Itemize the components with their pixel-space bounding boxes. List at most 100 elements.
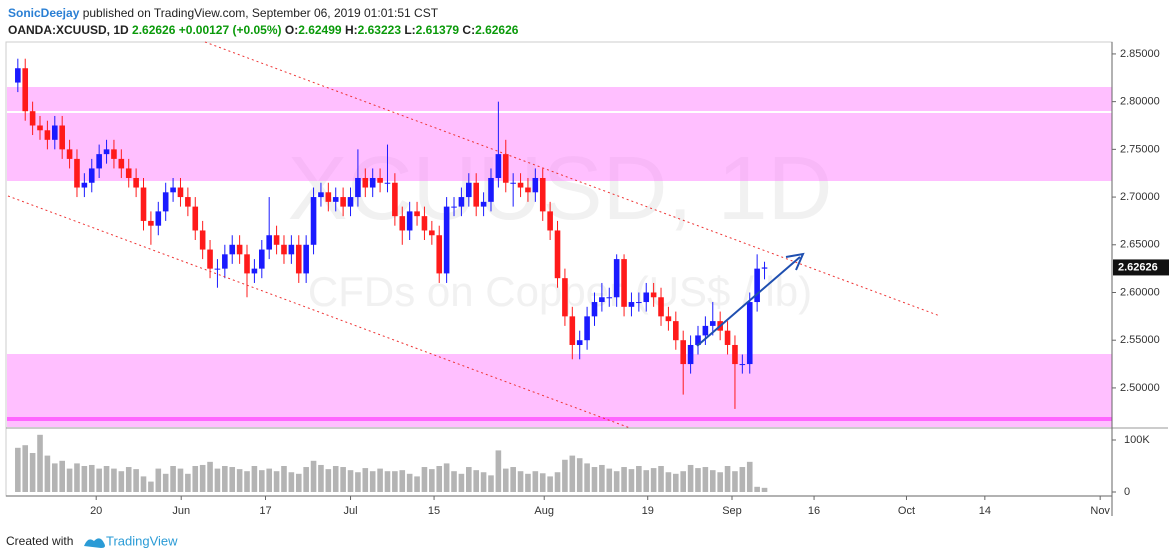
volume-bar bbox=[754, 486, 760, 492]
volume-bar bbox=[643, 470, 650, 492]
volume-bar bbox=[236, 469, 243, 492]
candle-body bbox=[310, 197, 317, 245]
volume-bar bbox=[458, 473, 465, 492]
candle-body bbox=[96, 154, 102, 169]
volume-tick-label: 0 bbox=[1124, 486, 1130, 498]
volume-bar bbox=[761, 487, 768, 492]
volume-bar bbox=[473, 470, 479, 492]
c-value: 2.62626 bbox=[475, 23, 519, 37]
trendline bbox=[7, 195, 631, 429]
y-tick-label: 2.75000 bbox=[1120, 143, 1160, 155]
candle-body bbox=[466, 182, 472, 198]
volume-bar bbox=[606, 468, 613, 492]
x-tick-label: Aug bbox=[534, 505, 554, 517]
candle-body bbox=[133, 177, 139, 188]
volume-bar bbox=[584, 463, 590, 492]
volume-bar bbox=[532, 471, 539, 492]
candle-body bbox=[44, 130, 51, 140]
h-value: 2.63223 bbox=[357, 23, 401, 37]
candle-body bbox=[384, 182, 391, 184]
y-tick-label: 2.65000 bbox=[1120, 239, 1160, 251]
volume-bar bbox=[207, 461, 213, 492]
candle-body bbox=[436, 235, 443, 274]
volume-bar bbox=[517, 471, 524, 492]
volume-bar bbox=[332, 466, 339, 492]
candle-body bbox=[673, 321, 679, 341]
volume-bar bbox=[554, 472, 561, 492]
volume-bar bbox=[628, 469, 635, 492]
volume-bar bbox=[103, 466, 110, 492]
volume-bar bbox=[177, 468, 184, 492]
candle-body bbox=[746, 302, 753, 365]
volume-bar bbox=[325, 469, 332, 492]
candle-body bbox=[281, 244, 287, 255]
candle-body bbox=[510, 182, 516, 184]
candle-body bbox=[429, 230, 435, 236]
candle-body bbox=[739, 364, 746, 366]
candle-body bbox=[569, 316, 576, 345]
candle-body bbox=[81, 182, 88, 188]
candle-body bbox=[547, 211, 553, 231]
volume-bar bbox=[436, 466, 443, 492]
candle-body bbox=[621, 259, 627, 307]
candle-body bbox=[103, 149, 110, 155]
candle-body bbox=[539, 177, 546, 212]
volume-bar bbox=[621, 467, 627, 492]
last-price-label: 2.62626 bbox=[1118, 261, 1158, 273]
candle-body bbox=[59, 125, 65, 150]
author[interactable]: SonicDeejay bbox=[8, 6, 80, 20]
volume-bar bbox=[66, 468, 73, 492]
footer-created: Created with bbox=[6, 534, 73, 548]
y-tick-label: 2.80000 bbox=[1120, 96, 1160, 108]
volume-bar bbox=[673, 473, 679, 492]
candle-body bbox=[199, 230, 206, 250]
volume-bar bbox=[133, 469, 139, 492]
logo bbox=[84, 538, 105, 548]
y-tick-label: 2.50000 bbox=[1120, 382, 1160, 394]
candle-body bbox=[502, 154, 509, 183]
candle-body bbox=[162, 192, 169, 212]
candle-body bbox=[754, 268, 760, 303]
candle-body bbox=[332, 197, 339, 202]
candle-body bbox=[303, 244, 309, 274]
volume-bar bbox=[488, 475, 494, 492]
publish-line: SonicDeejay published on TradingView.com… bbox=[8, 6, 438, 20]
volume-bar bbox=[29, 453, 36, 492]
x-tick-label: 19 bbox=[642, 505, 654, 517]
x-tick-label: 17 bbox=[259, 505, 271, 517]
l-value: 2.61379 bbox=[415, 23, 460, 37]
published: published on TradingView.com, September … bbox=[79, 6, 439, 20]
change: +0.00127 (+0.05%) bbox=[178, 23, 282, 37]
x-tick-label: 15 bbox=[428, 505, 440, 517]
trendline bbox=[204, 41, 941, 317]
x-tick-label: Nov bbox=[1090, 505, 1110, 517]
candle-body bbox=[214, 268, 221, 270]
footer-brand[interactable]: TradingView bbox=[106, 533, 178, 548]
candle-body bbox=[392, 182, 398, 217]
volume-bar bbox=[229, 467, 236, 492]
volume-bar bbox=[170, 466, 176, 492]
volume-bar bbox=[22, 445, 29, 492]
volume-bar bbox=[140, 476, 147, 492]
candle-body bbox=[258, 249, 265, 269]
candle-body bbox=[576, 340, 583, 345]
x-tick-label: 16 bbox=[808, 505, 820, 517]
candle-body bbox=[658, 297, 664, 317]
c-label: C: bbox=[462, 23, 476, 37]
candle-body bbox=[377, 177, 383, 183]
volume-bar bbox=[192, 466, 199, 492]
volume-bar bbox=[148, 481, 154, 492]
volume-bar bbox=[702, 467, 709, 492]
volume-bar bbox=[96, 468, 102, 492]
volume-bar bbox=[443, 463, 450, 492]
candle-body bbox=[495, 154, 502, 178]
volume-bar bbox=[399, 470, 406, 492]
candle-body bbox=[155, 211, 162, 226]
volume-bar bbox=[539, 473, 546, 492]
candle-body bbox=[295, 244, 302, 274]
x-tick-label: Sep bbox=[722, 505, 742, 517]
candle-body bbox=[421, 216, 428, 231]
candle-body bbox=[22, 68, 29, 112]
volume-bar bbox=[51, 463, 58, 492]
